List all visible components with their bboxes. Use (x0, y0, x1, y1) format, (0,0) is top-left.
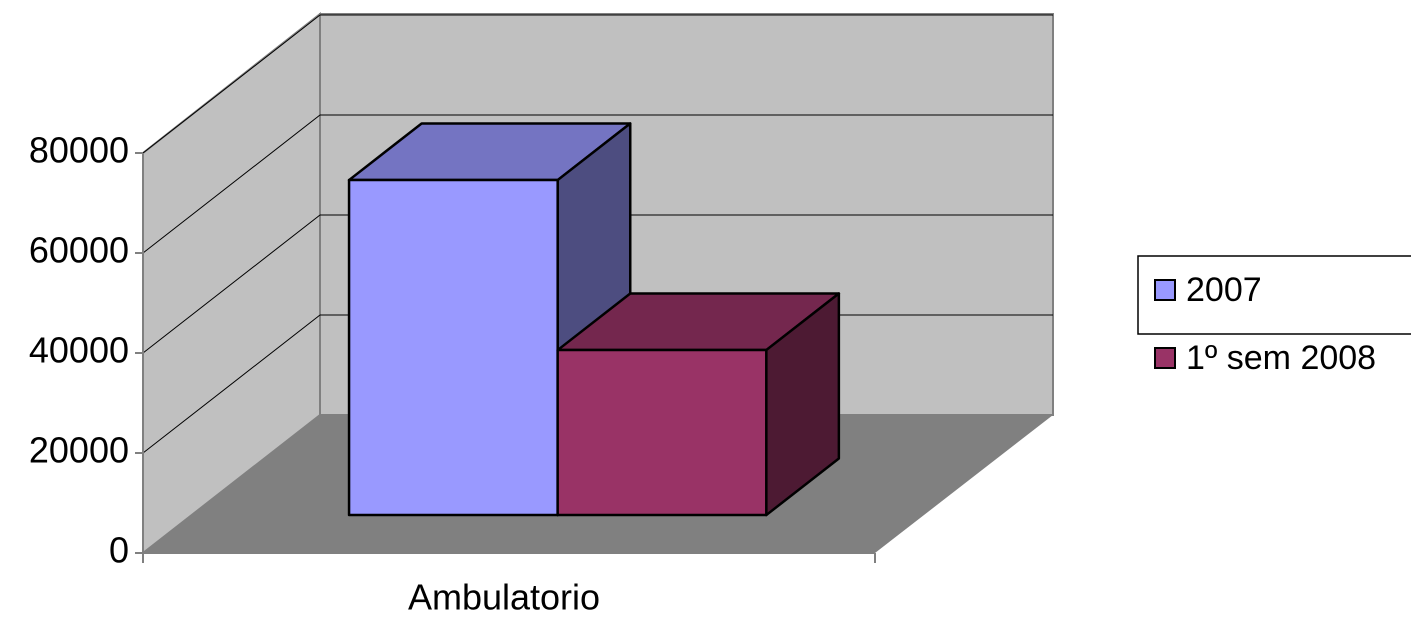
legend-box (1137, 255, 1411, 335)
grid-line (142, 14, 321, 154)
legend: 2007 1º sem 2008 (1137, 255, 1411, 377)
x-tick-label: Ambulatorio (408, 577, 600, 617)
legend-swatch (1154, 347, 1176, 369)
bar (556, 348, 768, 517)
legend-swatch (1154, 279, 1176, 301)
y-tick-label: 20000 (29, 430, 129, 471)
legend-label: 1º sem 2008 (1186, 339, 1376, 377)
y-tick-label: 60000 (29, 230, 129, 271)
y-tick-label: 40000 (29, 330, 129, 371)
y-tick-label: 0 (109, 530, 129, 571)
y-tick-label: 80000 (29, 130, 129, 171)
grid-line (142, 214, 321, 354)
grid-line (142, 114, 321, 254)
grid-line (142, 314, 321, 454)
bar (347, 178, 559, 517)
legend-label: 2007 (1186, 271, 1262, 309)
